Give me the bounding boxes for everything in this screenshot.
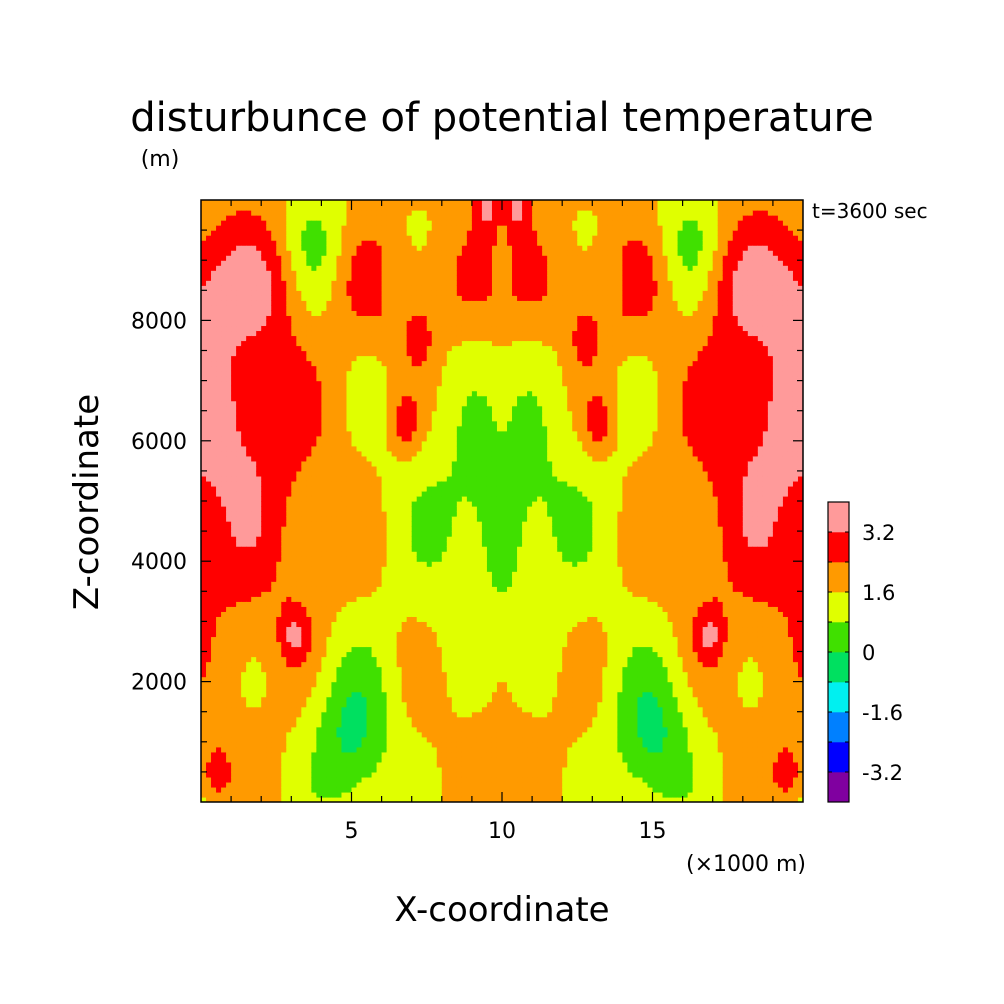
- colorbar-segment: [828, 622, 849, 653]
- x-tick-label: 5: [345, 819, 359, 844]
- y-unit-label: (m): [141, 147, 180, 172]
- y-tick-label: 4000: [131, 550, 187, 575]
- colorbar-tick-label: 3.2: [862, 521, 895, 545]
- colorbar-segment: [828, 592, 849, 623]
- x-tick-label: 10: [488, 819, 516, 844]
- colorbar-tick-label: -1.6: [862, 701, 903, 725]
- colorbar-segment: [828, 712, 849, 743]
- axis-ticks: 5 10 15 2000 4000 6000 8000: [131, 200, 803, 844]
- colorbar-tick-label: 1.6: [862, 581, 895, 605]
- heatmap-field: [201, 200, 803, 802]
- colorbar-tick-label: 0: [862, 641, 875, 665]
- x-axis-label: X-coordinate: [394, 890, 609, 930]
- colorbar-tick-label: -3.2: [862, 761, 903, 785]
- y-tick-label: 6000: [131, 430, 187, 455]
- colorbar-segment: [828, 532, 849, 563]
- x-tick-label: 15: [639, 819, 667, 844]
- y-axis-label: Z-coordinate: [67, 394, 107, 610]
- colorbar-segment: [828, 652, 849, 683]
- colorbar-segment: [828, 742, 849, 773]
- time-label: t=3600 sec: [812, 199, 928, 223]
- x-unit-label: (×1000 m): [686, 852, 806, 877]
- colorbar-segment: [828, 682, 849, 713]
- y-tick-label: 2000: [131, 671, 187, 696]
- colorbar-segment: [828, 502, 849, 533]
- chart-title: disturbunce of potential temperature: [130, 95, 874, 141]
- colorbar-segment: [828, 772, 849, 803]
- y-tick-label: 8000: [131, 309, 187, 334]
- colorbar-segment: [828, 562, 849, 593]
- colorbar: 3.2 1.6 0 -1.6 -3.2: [827, 501, 903, 803]
